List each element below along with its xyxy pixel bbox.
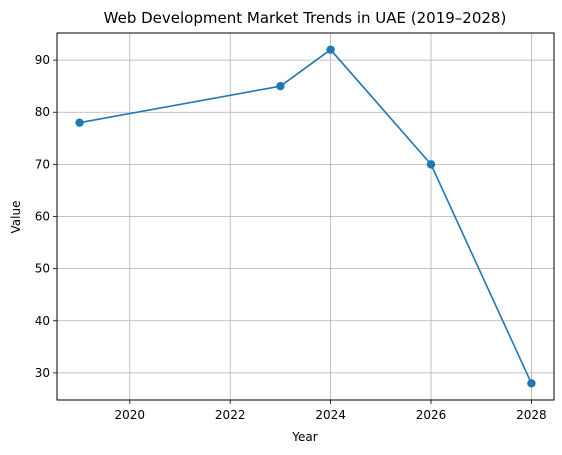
x-axis-label: Year [291, 430, 317, 444]
y-axis-ticks: 30 40 50 60 70 80 90 [35, 53, 57, 380]
x-tick-label: 2028 [516, 408, 547, 422]
data-point [276, 81, 285, 91]
x-tick-label: 2026 [416, 408, 447, 422]
x-axis-ticks: 2020 2022 2024 2026 2028 [115, 400, 547, 422]
x-tick-label: 2020 [115, 408, 146, 422]
data-point [75, 118, 84, 127]
data-point [527, 379, 536, 388]
x-tick-label: 2022 [215, 408, 246, 422]
x-tick-label: 2024 [315, 408, 346, 422]
y-tick-label: 70 [35, 157, 50, 171]
y-tick-label: 60 [35, 210, 50, 224]
y-tick-label: 80 [35, 105, 50, 119]
data-point [426, 160, 436, 169]
y-tick-label: 30 [35, 366, 50, 380]
grid [57, 33, 554, 400]
y-axis-label: Value [9, 201, 23, 234]
y-tick-label: 50 [35, 262, 50, 276]
data-point [326, 45, 335, 54]
y-tick-label: 40 [35, 314, 50, 328]
chart-title: Web Development Market Trends in UAE (20… [104, 9, 507, 27]
y-tick-label: 90 [35, 53, 50, 67]
series-layer [75, 45, 536, 388]
